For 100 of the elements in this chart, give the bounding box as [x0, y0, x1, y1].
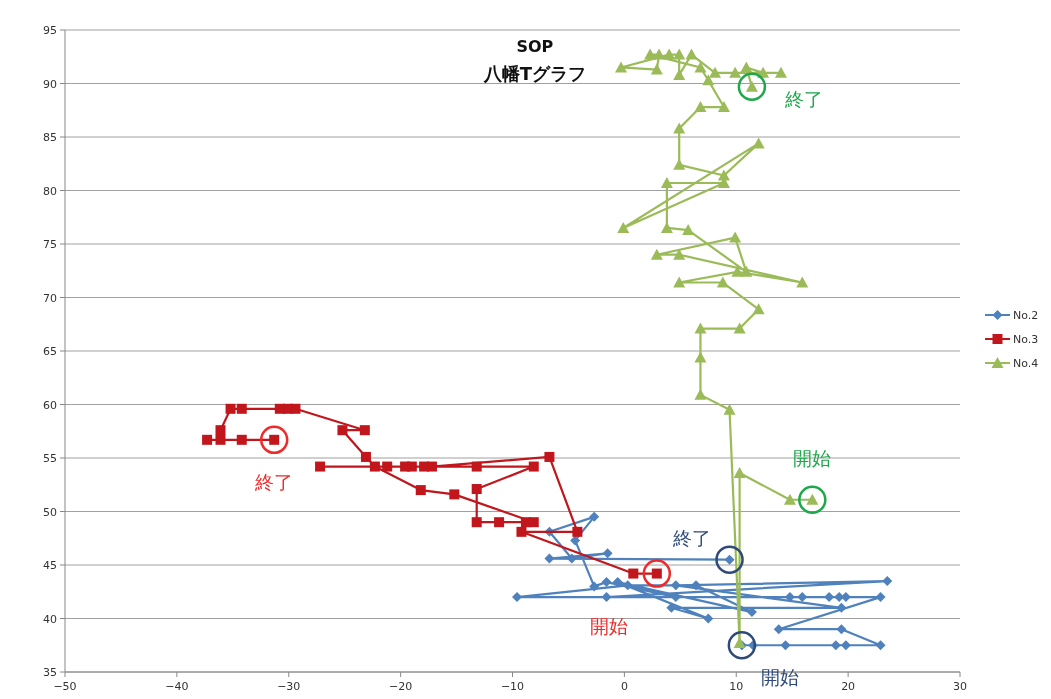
y-tick-label: 75	[43, 238, 57, 251]
point	[840, 640, 851, 651]
point	[729, 66, 742, 78]
point	[644, 48, 657, 60]
x-tick-label: −20	[389, 680, 413, 693]
legend-label: No.3	[1013, 333, 1039, 346]
point	[274, 403, 285, 414]
point	[419, 461, 430, 472]
point	[775, 66, 787, 78]
point	[615, 61, 628, 73]
point	[875, 640, 886, 651]
point	[694, 101, 707, 113]
y-tick-label: 90	[43, 77, 57, 91]
x-tick-label: 0	[620, 680, 628, 693]
point	[215, 425, 226, 436]
point	[471, 517, 482, 528]
x-tick-label: −10	[500, 680, 525, 693]
y-tick-label: 40	[43, 612, 57, 626]
y-tick-label: 35	[43, 666, 57, 679]
point	[360, 451, 371, 462]
point	[733, 466, 746, 478]
text: 八幡Tグラフ	[482, 63, 587, 84]
point	[650, 63, 663, 75]
y-tick-label: 50	[43, 505, 57, 519]
point	[780, 640, 791, 651]
legend-label: No.4	[1013, 357, 1039, 370]
point	[703, 613, 714, 624]
point	[666, 602, 677, 613]
point	[601, 577, 612, 588]
point	[415, 485, 426, 496]
point	[773, 624, 784, 635]
y-tick-label: 45	[43, 559, 57, 572]
point	[528, 517, 539, 528]
point	[570, 535, 581, 546]
point	[653, 48, 666, 60]
point	[694, 351, 707, 363]
x-tick-label: −50	[53, 680, 77, 693]
point	[660, 177, 673, 189]
point	[740, 61, 753, 73]
point	[729, 231, 742, 243]
y-tick-label: 55	[43, 452, 57, 465]
point	[511, 592, 522, 603]
x-tick-label: 20	[841, 680, 856, 693]
point	[796, 276, 809, 288]
x-tick-label: 30	[953, 680, 967, 693]
point	[673, 122, 686, 134]
point	[694, 61, 707, 73]
point	[694, 322, 707, 334]
point	[202, 434, 213, 445]
y-tick-label: 85	[43, 131, 57, 144]
point	[449, 489, 460, 500]
x-tick-label: −30	[277, 680, 301, 693]
y-tick-label: 95	[43, 24, 57, 37]
point	[400, 461, 411, 472]
point	[236, 403, 247, 414]
point	[359, 425, 370, 436]
point	[589, 511, 600, 522]
text: SOP	[516, 37, 554, 56]
point	[471, 461, 482, 472]
point	[716, 276, 729, 288]
point	[717, 169, 730, 181]
point	[673, 276, 686, 288]
point	[663, 48, 676, 60]
point	[617, 221, 630, 233]
point	[369, 461, 380, 472]
point	[528, 461, 539, 472]
point	[494, 517, 505, 528]
legend-label: No.2	[1013, 309, 1039, 322]
point	[516, 526, 527, 537]
point	[875, 592, 886, 603]
point	[733, 322, 746, 334]
x-tick-label: 10	[729, 680, 744, 693]
annotation: 終了	[783, 87, 823, 110]
annotation: 開始	[793, 446, 832, 469]
point	[723, 403, 736, 415]
annotation: 終了	[254, 470, 294, 493]
annotation: 開始	[589, 614, 628, 637]
point	[650, 248, 663, 260]
point	[836, 624, 847, 635]
point	[236, 434, 247, 445]
x-tick-label: −40	[165, 680, 189, 693]
point	[717, 101, 730, 113]
point	[731, 265, 744, 277]
annotation: 開始	[760, 666, 799, 689]
point	[673, 48, 686, 60]
point	[740, 265, 753, 277]
point	[589, 581, 600, 592]
annotation: 終了	[671, 526, 711, 549]
point	[602, 548, 613, 559]
point	[836, 602, 847, 613]
point	[382, 461, 393, 472]
point	[544, 451, 555, 462]
point	[830, 640, 841, 651]
point	[882, 576, 893, 587]
point	[225, 403, 236, 414]
point	[471, 484, 482, 495]
point	[315, 461, 326, 472]
point	[572, 526, 583, 537]
point	[566, 553, 577, 564]
y-tick-label: 80	[43, 184, 57, 198]
